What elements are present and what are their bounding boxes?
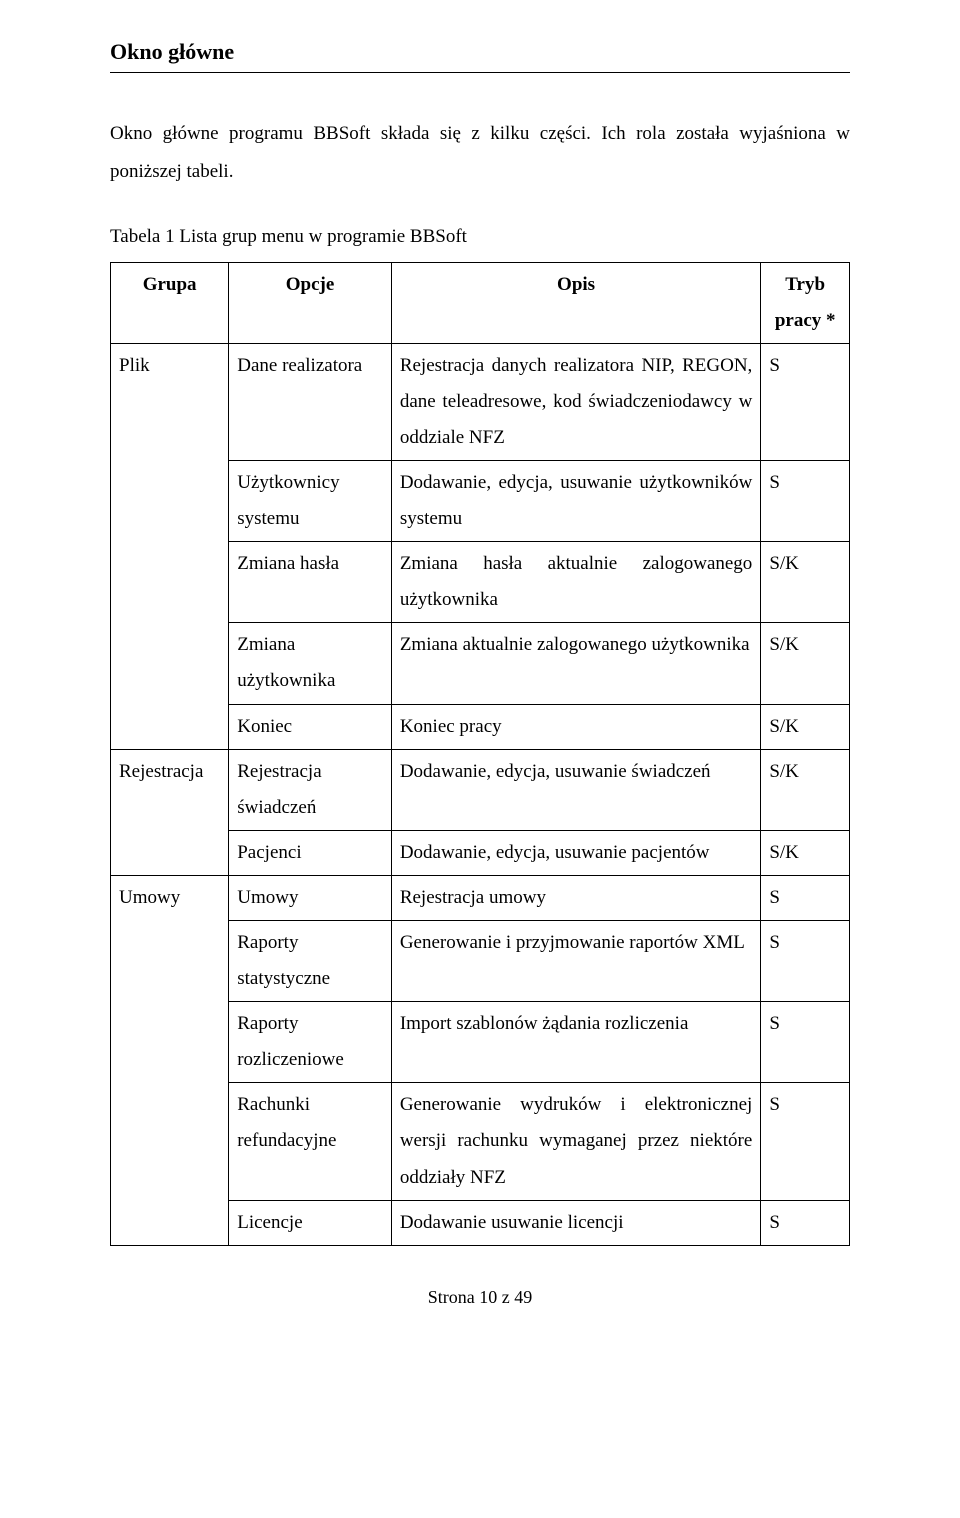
cell-opis: Generowanie wydruków i elektronicznej we…	[391, 1083, 761, 1200]
col-header-grupa: Grupa	[111, 262, 229, 343]
cell-opcje: Raporty rozliczeniowe	[229, 1002, 392, 1083]
table-caption: Tabela 1 Lista grup menu w programie BBS…	[110, 223, 850, 252]
cell-tryb: S	[761, 343, 850, 460]
page-footer: Strona 10 z 49	[110, 1284, 850, 1311]
cell-tryb: S	[761, 1083, 850, 1200]
menu-table: Grupa Opcje Opis Tryb pracy * PlikDane r…	[110, 262, 850, 1246]
cell-opcje: Pacjenci	[229, 830, 392, 875]
cell-opcje: Zmiana hasła	[229, 542, 392, 623]
cell-tryb: S/K	[761, 749, 850, 830]
cell-grupa: Plik	[111, 343, 229, 749]
cell-grupa: Rejestracja	[111, 749, 229, 875]
cell-opis: Zmiana hasła aktualnie zalogowanego użyt…	[391, 542, 761, 623]
table-row: PlikDane realizatoraRejestracja danych r…	[111, 343, 850, 460]
cell-opcje: Umowy	[229, 875, 392, 920]
cell-opis: Import szablonów żądania rozliczenia	[391, 1002, 761, 1083]
col-header-opis: Opis	[391, 262, 761, 343]
cell-opcje: Rachunki refundacyjne	[229, 1083, 392, 1200]
cell-tryb: S	[761, 460, 850, 541]
table-header-row: Grupa Opcje Opis Tryb pracy *	[111, 262, 850, 343]
cell-opis: Rejestracja umowy	[391, 875, 761, 920]
col-header-opcje: Opcje	[229, 262, 392, 343]
cell-opis: Dodawanie, edycja, usuwanie użytkowników…	[391, 460, 761, 541]
cell-tryb: S/K	[761, 623, 850, 704]
cell-opis: Rejestracja danych realizatora NIP, REGO…	[391, 343, 761, 460]
cell-tryb: S	[761, 1002, 850, 1083]
table-row: UmowyUmowyRejestracja umowyS	[111, 875, 850, 920]
cell-opcje: Rejestracja świadczeń	[229, 749, 392, 830]
table-body: PlikDane realizatoraRejestracja danych r…	[111, 343, 850, 1245]
col-header-tryb: Tryb pracy *	[761, 262, 850, 343]
cell-opcje: Zmiana użytkownika	[229, 623, 392, 704]
cell-tryb: S/K	[761, 830, 850, 875]
cell-opcje: Dane realizatora	[229, 343, 392, 460]
cell-tryb: S/K	[761, 704, 850, 749]
cell-opcje: Użytkownicy systemu	[229, 460, 392, 541]
cell-opis: Koniec pracy	[391, 704, 761, 749]
cell-grupa: Umowy	[111, 875, 229, 1245]
cell-opis: Dodawanie, edycja, usuwanie pacjentów	[391, 830, 761, 875]
cell-opis: Generowanie i przyjmowanie raportów XML	[391, 921, 761, 1002]
cell-tryb: S	[761, 875, 850, 920]
cell-tryb: S	[761, 1200, 850, 1245]
cell-opis: Zmiana aktualnie zalogowanego użytkownik…	[391, 623, 761, 704]
cell-opcje: Raporty statystyczne	[229, 921, 392, 1002]
heading-rule	[110, 72, 850, 73]
intro-paragraph: Okno główne programu BBSoft składa się z…	[110, 115, 850, 191]
cell-opcje: Licencje	[229, 1200, 392, 1245]
section-heading: Okno główne	[110, 35, 850, 68]
cell-opis: Dodawanie, edycja, usuwanie świadczeń	[391, 749, 761, 830]
cell-tryb: S/K	[761, 542, 850, 623]
cell-opcje: Koniec	[229, 704, 392, 749]
cell-opis: Dodawanie usuwanie licencji	[391, 1200, 761, 1245]
cell-tryb: S	[761, 921, 850, 1002]
table-row: RejestracjaRejestracja świadczeńDodawani…	[111, 749, 850, 830]
